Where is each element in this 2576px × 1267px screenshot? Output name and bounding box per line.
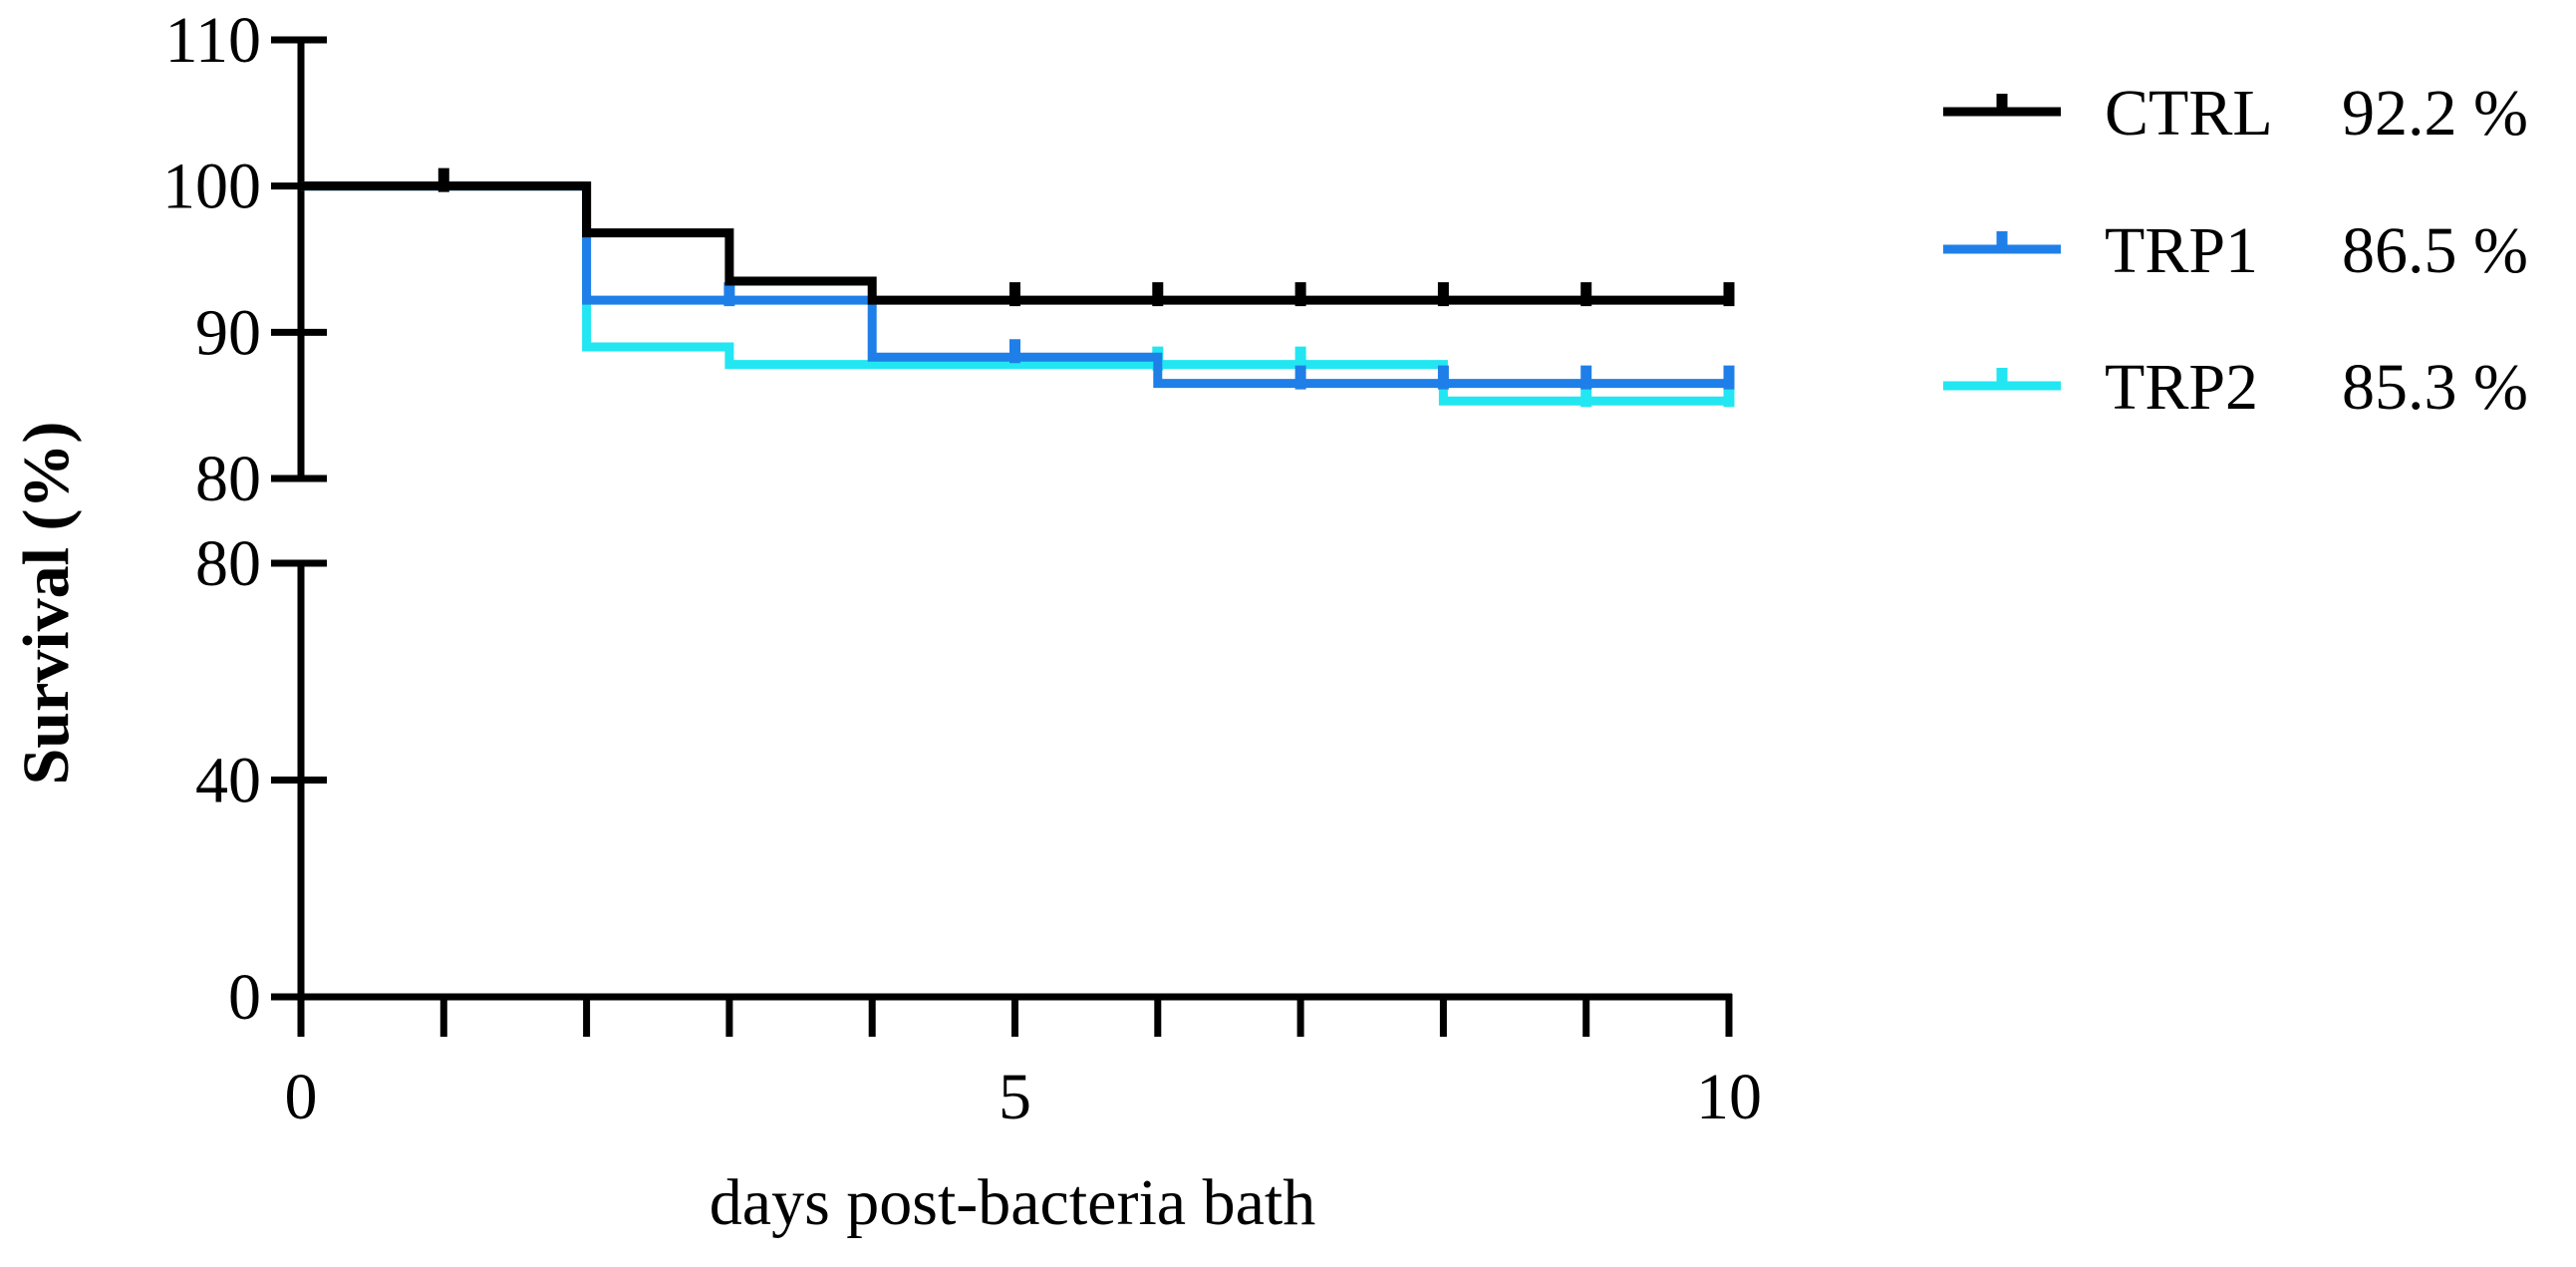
legend: CTRL 92.2 % TRP1 86.5 % TRP2 85.3 % <box>1943 77 2528 424</box>
x-tick-label: 10 <box>1696 1061 1762 1133</box>
series-layer <box>301 167 1735 408</box>
legend-value-ctrl: 92.2 % <box>2342 77 2528 150</box>
legend-value-trp1: 86.5 % <box>2342 214 2528 287</box>
series-line-ctrl <box>301 181 1729 305</box>
y-tick-label: 90 <box>195 296 261 369</box>
tick-labels: 80 90 100 110 0 40 80 0 5 10 <box>162 4 1762 1133</box>
x-axis-title: days post-bacteria bath <box>710 1166 1315 1239</box>
legend-item-ctrl: CTRL 92.2 % <box>1943 77 2528 150</box>
legend-item-trp1: TRP1 86.5 % <box>1943 214 2528 287</box>
y-tick-label: 100 <box>162 151 261 223</box>
legend-item-trp2: TRP2 85.3 % <box>1943 351 2528 424</box>
y-axis-title: Survival (%) <box>10 422 83 786</box>
x-tick-label: 5 <box>999 1061 1031 1133</box>
legend-label-trp2: TRP2 <box>2105 351 2258 424</box>
y-tick-label: 0 <box>228 961 261 1034</box>
axes <box>271 36 1733 1037</box>
y-tick-label: 110 <box>164 4 261 77</box>
x-tick-label: 0 <box>285 1061 318 1133</box>
y-tick-label: 40 <box>195 745 261 817</box>
legend-value-trp2: 85.3 % <box>2342 351 2528 424</box>
legend-label-ctrl: CTRL <box>2105 77 2273 150</box>
y-tick-label: 80 <box>195 527 261 600</box>
legend-label-trp1: TRP1 <box>2105 214 2258 287</box>
y-tick-label: 80 <box>195 443 261 515</box>
